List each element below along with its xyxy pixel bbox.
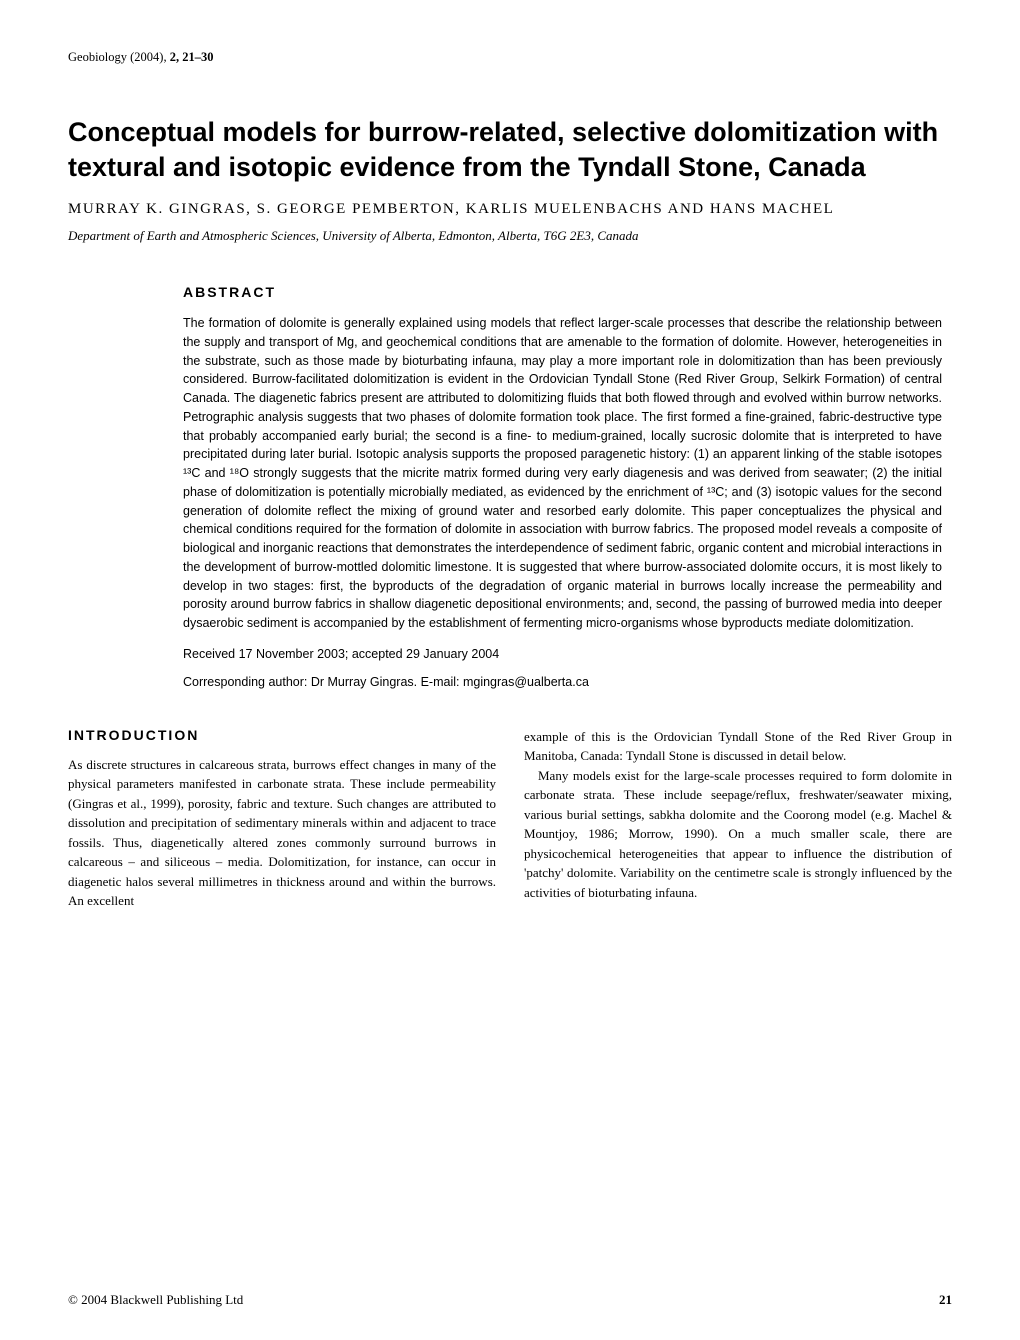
article-title: Conceptual models for burrow-related, se…	[68, 115, 952, 185]
right-column: example of this is the Ordovician Tyndal…	[524, 727, 952, 911]
page-footer: © 2004 Blackwell Publishing Ltd 21	[68, 1292, 952, 1308]
introduction-heading: INTRODUCTION	[68, 727, 496, 743]
received-accepted: Received 17 November 2003; accepted 29 J…	[183, 647, 942, 661]
intro-para-1-left: As discrete structures in calcareous str…	[68, 755, 496, 911]
left-column: INTRODUCTION As discrete structures in c…	[68, 727, 496, 911]
intro-para-1-right: example of this is the Ordovician Tyndal…	[524, 727, 952, 766]
introduction-columns: INTRODUCTION As discrete structures in c…	[68, 727, 952, 911]
journal-header: Geobiology (2004), 2, 21–30	[68, 50, 952, 65]
corresponding-author: Corresponding author: Dr Murray Gingras.…	[183, 675, 942, 689]
affiliation: Department of Earth and Atmospheric Scie…	[68, 228, 952, 244]
volume-pages: 2, 21–30	[170, 50, 214, 64]
page-number: 21	[939, 1292, 952, 1308]
journal-name: Geobiology (2004),	[68, 50, 170, 64]
abstract-heading: ABSTRACT	[183, 284, 942, 300]
authors-list: MURRAY K. GINGRAS, S. GEORGE PEMBERTON, …	[68, 201, 952, 218]
copyright: © 2004 Blackwell Publishing Ltd	[68, 1292, 243, 1308]
intro-para-2: Many models exist for the large-scale pr…	[524, 766, 952, 903]
abstract-text: The formation of dolomite is generally e…	[183, 314, 942, 633]
abstract-section: ABSTRACT The formation of dolomite is ge…	[183, 284, 942, 689]
